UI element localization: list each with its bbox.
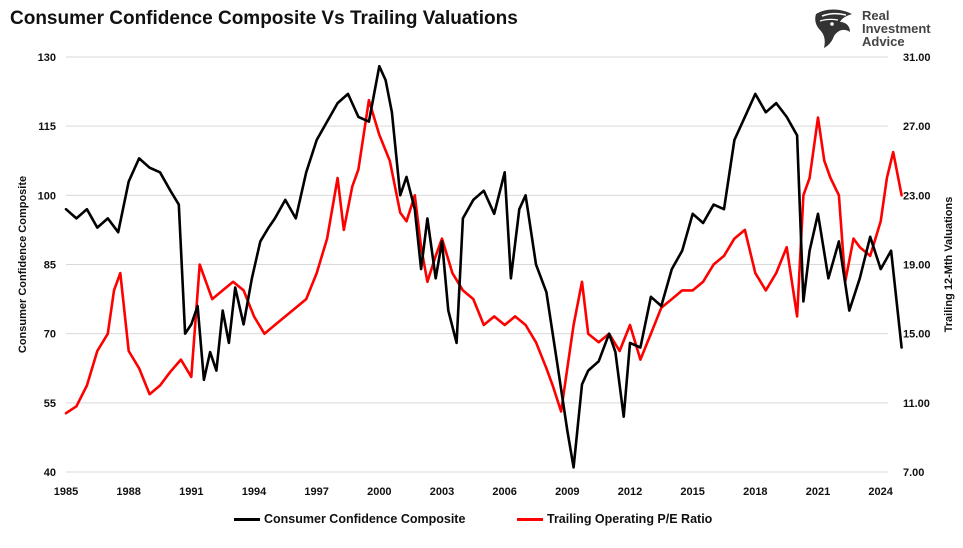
logo-line-2: Investment xyxy=(862,21,931,36)
series-line-consumer-confidence xyxy=(64,64,903,469)
legend-label-pe: Trailing Operating P/E Ratio xyxy=(547,512,713,526)
y-right-tick-label: 19.00 xyxy=(903,260,931,272)
brand-logo: Real Investment Advice xyxy=(812,6,952,50)
chart-title: Consumer Confidence Composite Vs Trailin… xyxy=(10,8,518,29)
x-tick-label: 2018 xyxy=(743,486,767,498)
x-tick-label: 2000 xyxy=(367,486,391,498)
x-tick-label: 1994 xyxy=(242,486,267,498)
y-left-tick-label: 100 xyxy=(38,190,56,202)
x-tick-label: 2012 xyxy=(618,486,642,498)
y-left-tick-label: 40 xyxy=(44,467,56,479)
legend-item-confidence: Consumer Confidence Composite xyxy=(234,512,465,526)
y-right-tick-label: 27.00 xyxy=(903,121,931,133)
y-right-tick-label: 23.00 xyxy=(903,190,931,202)
x-tick-label: 1991 xyxy=(179,486,203,498)
y-right-tick-label: 7.00 xyxy=(903,467,924,479)
y-right-tick-label: 15.00 xyxy=(903,329,931,341)
chart-legend: Consumer Confidence Composite Trailing O… xyxy=(0,512,963,532)
legend-swatch-confidence xyxy=(234,517,260,521)
eagle-head-icon xyxy=(815,9,852,48)
x-tick-label: 1997 xyxy=(304,486,328,498)
y-left-tick-label: 115 xyxy=(38,121,56,133)
y-left-tick-label: 70 xyxy=(44,329,56,341)
x-tick-label: 2009 xyxy=(555,486,579,498)
y-right-axis-title: Trailing 12-Mth Valuations xyxy=(943,197,955,333)
y-left-tick-label: 130 xyxy=(38,52,56,64)
y-left-tick-label: 55 xyxy=(44,398,56,410)
x-tick-label: 1988 xyxy=(116,486,140,498)
x-tick-label: 1985 xyxy=(54,486,78,498)
x-tick-label: 2006 xyxy=(492,486,516,498)
x-tick-label: 2024 xyxy=(868,486,893,498)
y-right-tick-label: 31.00 xyxy=(903,52,931,64)
logo-line-3: Advice xyxy=(862,34,905,49)
y-left-tick-label: 85 xyxy=(44,260,56,272)
series-line-trailing-pe xyxy=(64,98,903,415)
legend-item-pe: Trailing Operating P/E Ratio xyxy=(517,512,712,526)
x-tick-label: 2021 xyxy=(806,486,830,498)
x-tick-label: 2015 xyxy=(680,486,704,498)
y-left-axis-title: Consumer Confidence Composite xyxy=(17,176,29,353)
legend-label-confidence: Consumer Confidence Composite xyxy=(264,512,466,526)
x-tick-label: 2003 xyxy=(430,486,454,498)
logo-line-1: Real xyxy=(862,8,890,23)
legend-swatch-pe xyxy=(517,517,543,521)
y-right-tick-label: 11.00 xyxy=(903,398,930,410)
